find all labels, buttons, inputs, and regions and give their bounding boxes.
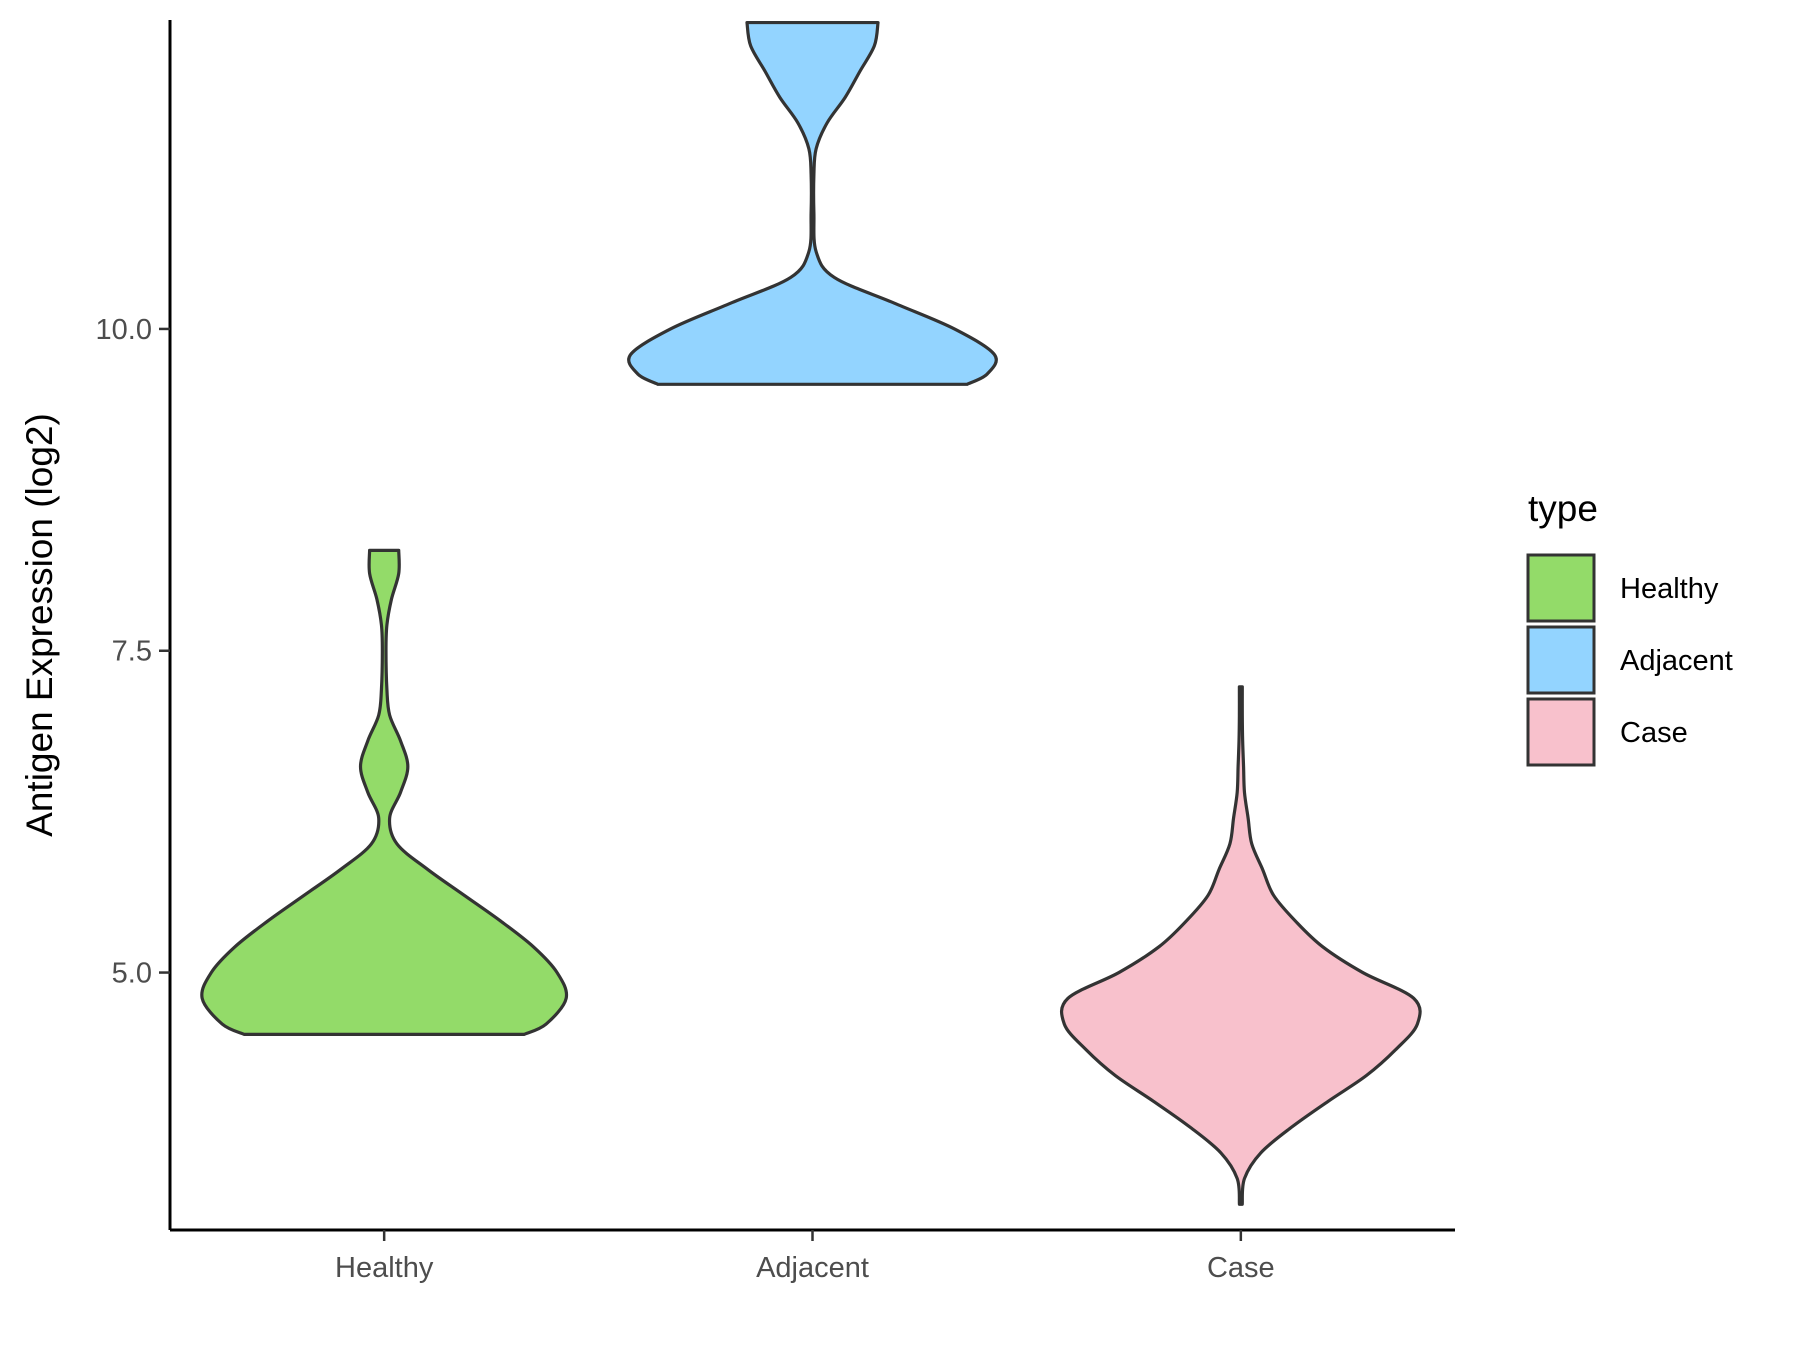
y-tick-label: 7.5 [112,636,152,668]
legend-title: type [1528,488,1598,529]
y-axis-title: Antigen Expression (log2) [19,413,60,837]
axes-layer: 5.0 7.5 10.0 Healthy Adjacent Case Antigen Exp… [19,20,1455,1284]
legend-label-case: Case [1620,717,1688,749]
violin-adjacent [627,20,998,386]
y-tick-label: 10.0 [96,314,152,346]
legend-label-healthy: Healthy [1620,573,1719,605]
x-tick-label: Adjacent [756,1252,869,1284]
violin-case [1059,685,1422,1206]
x-tick-label: Case [1207,1252,1275,1284]
legend-label-adjacent: Adjacent [1620,645,1733,677]
x-tick-label: Healthy [335,1252,434,1284]
violin-layer [200,20,1422,1206]
legend-key-adjacent [1526,625,1596,695]
legend: type Healthy Adjacent Case [1526,488,1733,767]
legend-key-healthy [1526,553,1596,623]
legend-key-case [1526,697,1596,767]
violin-healthy [200,548,569,1036]
y-tick-label: 5.0 [112,958,152,990]
